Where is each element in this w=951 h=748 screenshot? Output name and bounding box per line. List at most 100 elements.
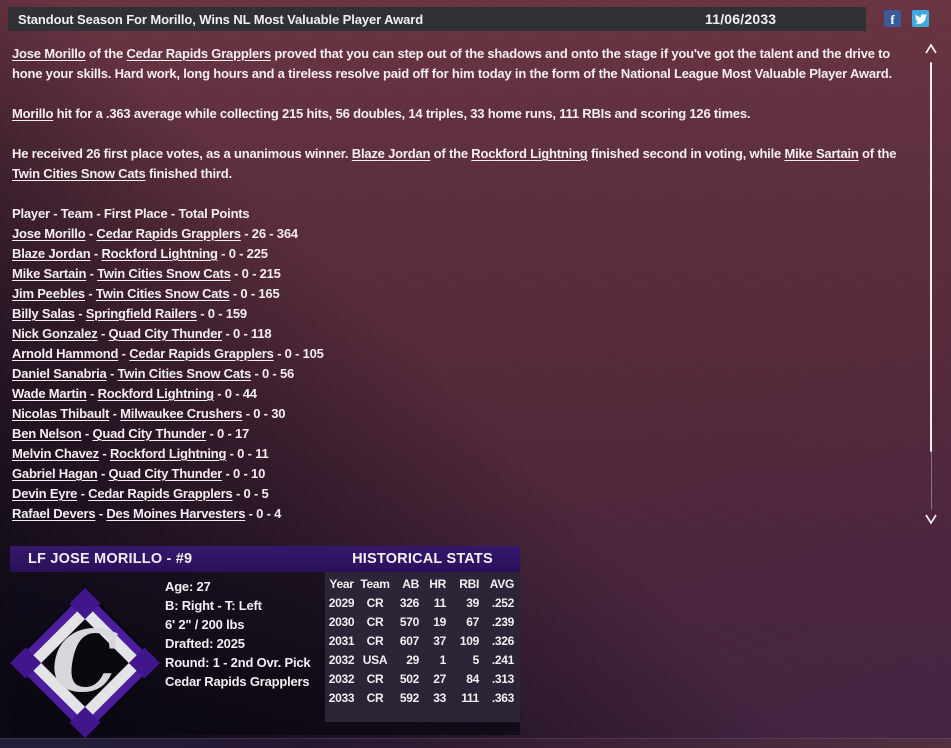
player-link[interactable]: Devin Eyre [12, 486, 78, 501]
stats-cell: USA [362, 652, 388, 667]
inline-link[interactable]: Mike Sartain [784, 146, 859, 161]
stats-cell: CR [366, 614, 384, 629]
team-link[interactable]: Cedar Rapids Grapplers [129, 346, 274, 361]
stats-cell: .363 [491, 690, 514, 705]
stats-row: 2033 CR 592 33 111 .363 [325, 688, 520, 707]
team-logo: C [10, 588, 160, 738]
facebook-glyph: f [890, 11, 895, 27]
stats-cell: .241 [491, 652, 514, 667]
stats-cell: 2031 [328, 633, 355, 648]
page-title: Standout Season For Morillo, Wins NL Mos… [18, 11, 424, 27]
voting-list-header: Player - Team - First Place - Total Poin… [12, 206, 250, 221]
separator: - [118, 346, 130, 361]
inline-text: finished second in voting, while [587, 146, 785, 161]
separator: - [84, 286, 96, 301]
vote-row: Ben Nelson - Quad City Thunder - 0 - 17 [12, 424, 910, 444]
player-link[interactable]: Nick Gonzalez [12, 326, 98, 341]
article-body: Jose Morillo of the Cedar Rapids Grapple… [12, 44, 910, 538]
team-link[interactable]: Springfield Railers [85, 306, 197, 321]
player-info-line: Round: 1 - 2nd Ovr. Pick [165, 655, 311, 670]
scroll-up-icon[interactable] [922, 42, 940, 56]
inline-link[interactable]: Twin Cities Snow Cats [12, 166, 146, 181]
team-link[interactable]: Des Moines Harvesters [106, 506, 246, 521]
stats-cell: 5 [472, 652, 480, 667]
player-link[interactable]: Jose Morillo [12, 226, 86, 241]
team-link[interactable]: Quad City Thunder [108, 466, 223, 481]
vote-row: Jim Peebles - Twin Cities Snow Cats - 0 … [12, 284, 910, 304]
scrollbar-thumb[interactable] [930, 62, 932, 452]
stats-cell: 33 [433, 690, 446, 705]
player-link[interactable]: Rafael Devers [12, 506, 96, 521]
player-link[interactable]: Mike Sartain [12, 266, 87, 281]
team-link[interactable]: Twin Cities Snow Cats [117, 366, 252, 381]
team-link[interactable]: Quad City Thunder [108, 326, 223, 341]
stats-cell: 1 [439, 652, 447, 667]
player-link[interactable]: Blaze Jordan [12, 246, 91, 261]
facebook-icon[interactable]: f [884, 10, 901, 27]
stats-cell: 39 [466, 595, 479, 610]
stats-cell: CR [366, 595, 384, 610]
vote-numbers: - 0 - 105 [273, 346, 324, 361]
inline-link[interactable]: Rockford Lightning [471, 146, 588, 161]
vote-numbers: - 0 - 215 [230, 266, 281, 281]
team-link[interactable]: Rockford Lightning [97, 386, 214, 401]
stats-row: 2032 CR 502 27 84 .313 [325, 669, 520, 688]
separator: - [81, 426, 93, 441]
team-link[interactable]: Cedar Rapids Grapplers [88, 486, 233, 501]
team-link[interactable]: Milwaukee Crushers [120, 406, 243, 421]
team-link[interactable]: Rockford Lightning [101, 246, 218, 261]
player-link[interactable]: Arnold Hammond [12, 346, 119, 361]
stats-cell: 19 [433, 614, 446, 629]
player-info-line: Drafted: 2025 [165, 636, 245, 651]
team-link[interactable]: Rockford Lightning [109, 446, 227, 461]
separator: - [77, 486, 89, 501]
stats-header-cell: AB [402, 576, 419, 591]
vote-numbers: - 0 - 5 [232, 486, 269, 501]
player-link[interactable]: Nicolas Thibault [12, 406, 110, 421]
team-link[interactable]: Cedar Rapids Grapplers [96, 226, 241, 241]
team-link[interactable]: Twin Cities Snow Cats [95, 286, 230, 301]
separator: - [85, 226, 97, 241]
stats-cell: 29 [406, 652, 419, 667]
player-link[interactable]: Daniel Sanabria [12, 366, 107, 381]
historical-stats-table: Year Team AB HR RBI AVG 2029 CR 326 11 39 .252 2030… [325, 574, 520, 707]
stats-cell: 607 [399, 633, 419, 648]
player-card-header: LF JOSE MORILLO - #9 HISTORICAL STATS [10, 546, 520, 572]
vote-row: Nicolas Thibault - Milwaukee Crushers - … [12, 404, 910, 424]
player-link[interactable]: Wade Martin [12, 386, 87, 401]
player-link[interactable]: Billy Salas [12, 306, 75, 321]
scroll-down-icon[interactable] [922, 512, 940, 526]
stats-cell: 2030 [328, 614, 355, 629]
separator: - [97, 326, 109, 341]
vote-row: Rafael Devers - Des Moines Harvesters - … [12, 504, 910, 524]
player-info-line: Cedar Rapids Grapplers [165, 674, 310, 689]
title-bar: Standout Season For Morillo, Wins NL Mos… [8, 7, 866, 31]
stats-cell: 570 [399, 614, 419, 629]
player-link[interactable]: Ben Nelson [12, 426, 82, 441]
stats-cell: 2033 [328, 690, 355, 705]
stats-cell: CR [366, 690, 384, 705]
article-paragraph: Morillo hit for a .363 average while col… [12, 104, 910, 124]
inline-link[interactable]: Jose Morillo [12, 46, 86, 61]
inline-link[interactable]: Cedar Rapids Grapplers [126, 46, 271, 61]
inline-link[interactable]: Blaze Jordan [351, 146, 431, 161]
stats-cell: 2032 [328, 671, 355, 686]
stats-cell: 109 [459, 633, 479, 648]
vote-row: Nick Gonzalez - Quad City Thunder - 0 - … [12, 324, 910, 344]
inline-link[interactable]: Morillo [12, 106, 54, 121]
player-info-line: 6' 2" / 200 lbs [165, 617, 245, 632]
twitter-icon[interactable] [912, 10, 929, 27]
team-link[interactable]: Quad City Thunder [92, 426, 207, 441]
vote-row: Billy Salas - Springfield Railers - 0 - … [12, 304, 910, 324]
team-link[interactable]: Twin Cities Snow Cats [97, 266, 231, 281]
scrollbar-track[interactable] [931, 452, 932, 510]
article-paragraph: He received 26 first place votes, as a u… [12, 144, 910, 184]
player-link[interactable]: Gabriel Hagan [12, 466, 98, 481]
player-link[interactable]: Jim Peebles [12, 286, 85, 301]
player-link[interactable]: Melvin Chavez [12, 446, 99, 461]
player-card-title: LF JOSE MORILLO - #9 [28, 551, 193, 567]
vote-numbers: - 0 - 10 [222, 466, 266, 481]
stats-cell: 2029 [328, 595, 355, 610]
stats-header-cell: Team [360, 576, 390, 591]
stats-header-cell: HR [429, 576, 446, 591]
